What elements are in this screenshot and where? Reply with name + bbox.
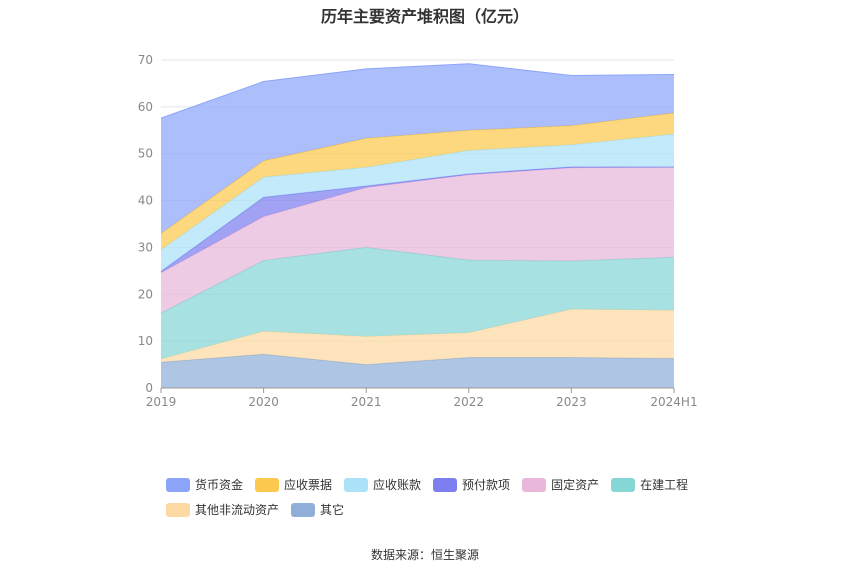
- legend-item-other-noncurrent[interactable]: 其他非流动资产: [166, 501, 279, 518]
- x-tick-label-0: 2019: [146, 395, 177, 409]
- x-tick-label-2: 2021: [351, 395, 382, 409]
- legend-item-notes-receivable[interactable]: 应收票据: [255, 476, 332, 493]
- y-tick-label-20: 20: [138, 287, 153, 301]
- legend-label-cash: 货币资金: [195, 478, 244, 492]
- y-tick-label-10: 10: [138, 334, 153, 348]
- legend-label-prepayments: 预付款项: [462, 478, 511, 492]
- legend-swatch-other-noncurrent: [166, 502, 190, 517]
- area-series-0: [161, 354, 674, 388]
- y-tick-label-50: 50: [138, 147, 153, 161]
- y-tick-label-40: 40: [138, 194, 153, 208]
- legend-item-prepayments[interactable]: 预付款项: [433, 476, 510, 493]
- x-tick-label-3: 2022: [454, 395, 485, 409]
- legend-label-construction: 在建工程: [640, 478, 689, 492]
- legend-swatch-other: [291, 502, 316, 517]
- legend-row-1: 货币资金 应收票据 应收账款 预付款项 固定资产 在建工程: [166, 472, 726, 497]
- x-tick-label-1: 2020: [248, 395, 279, 409]
- legend-label-other-noncurrent: 其他非流动资产: [195, 503, 280, 517]
- legend-item-cash[interactable]: 货币资金: [166, 476, 243, 493]
- y-tick-label-30: 30: [138, 240, 153, 254]
- legend-label-notes-receivable: 应收票据: [284, 478, 333, 492]
- area-series-3: [161, 167, 674, 314]
- stacked-area-chart: 0 10 20 30 40 50 60 70 2019 2020 2021 2022 2023 2024H…: [138, 53, 698, 409]
- area-series-7: [161, 63, 674, 234]
- legend-swatch-prepayments: [433, 477, 458, 492]
- area-series-6: [161, 112, 674, 250]
- x-tick-label-4: 2023: [556, 395, 587, 409]
- area-series-2: [161, 247, 674, 359]
- area-series-5: [161, 134, 674, 272]
- legend-item-accounts-receivable[interactable]: 应收账款: [344, 476, 421, 493]
- legend-label-fixed-assets: 固定资产: [551, 478, 600, 492]
- chart-title: 历年主要资产堆积图（亿元）: [320, 7, 529, 26]
- legend-swatch-accounts-receivable: [344, 477, 369, 492]
- area-series-1: [161, 309, 674, 365]
- y-tick-label-0: 0: [145, 381, 153, 395]
- x-tick-label-5: 2024H1: [650, 395, 697, 409]
- legend-swatch-cash: [166, 477, 190, 492]
- legend-swatch-construction: [611, 477, 636, 492]
- legend-row-2: 其他非流动资产 其它: [166, 497, 726, 522]
- legend-label-accounts-receivable: 应收账款: [373, 478, 422, 492]
- data-source: 数据来源：恒生聚源: [370, 548, 479, 562]
- legend-item-construction[interactable]: 在建工程: [611, 476, 688, 493]
- y-tick-label-70: 70: [138, 53, 153, 67]
- legend-swatch-notes-receivable: [255, 477, 280, 492]
- y-tick-label-60: 60: [138, 100, 153, 114]
- chart-legend: 货币资金 应收票据 应收账款 预付款项 固定资产 在建工程 其他非流动资产: [166, 472, 726, 522]
- area-edge-series-7: [160, 63, 675, 119]
- legend-label-other: 其它: [320, 503, 345, 517]
- legend-swatch-fixed-assets: [522, 477, 547, 492]
- legend-item-other[interactable]: 其它: [291, 501, 344, 518]
- legend-item-fixed-assets[interactable]: 固定资产: [522, 476, 599, 493]
